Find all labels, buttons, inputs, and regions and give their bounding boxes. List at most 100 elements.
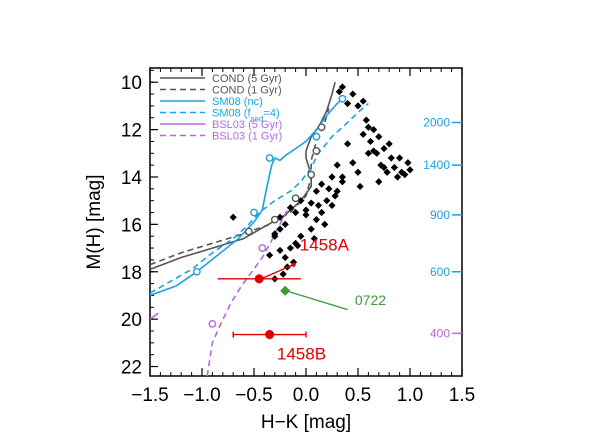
data-point <box>396 154 404 162</box>
legend-label: COND (1 Gyr) <box>212 85 282 97</box>
data-point <box>294 242 302 250</box>
right-axis-labels-group: 2000 1400 900 600 400 <box>423 115 462 340</box>
data-point <box>362 116 370 124</box>
data-point <box>229 213 237 221</box>
series-line <box>206 209 289 376</box>
data-point <box>364 123 372 131</box>
data-point <box>310 234 318 243</box>
data-point <box>302 211 310 219</box>
y-tick-label: 12 <box>121 121 142 142</box>
object-1458a-leader <box>262 264 294 279</box>
legend-label: SM08 (fsed=4) <box>212 108 280 124</box>
data-point <box>266 251 274 259</box>
y-tick-label: 22 <box>121 358 142 379</box>
right-axis-label: 1400 <box>423 158 450 172</box>
data-point <box>312 216 320 224</box>
legend-label: BSL03 (5 Gyr) <box>212 119 282 131</box>
data-point <box>318 208 326 217</box>
plot-frame <box>149 67 463 377</box>
object-0722-label: 0722 <box>355 292 386 308</box>
data-point <box>276 225 284 233</box>
model-marker <box>317 123 326 132</box>
right-axis-label: 2000 <box>423 115 450 129</box>
data-point <box>328 201 336 210</box>
legend-label: BSL03 (1 Gyr) <box>212 131 282 143</box>
data-point <box>279 270 287 278</box>
series-line <box>150 312 159 320</box>
model-marker <box>250 208 258 217</box>
model-marker <box>312 132 321 141</box>
data-point <box>387 154 395 162</box>
data-point <box>314 201 323 210</box>
data-point <box>338 173 346 181</box>
model-marker <box>270 215 279 224</box>
data-point <box>312 187 320 195</box>
model-marker <box>192 267 201 276</box>
data-point <box>393 173 402 181</box>
object-1458a-leader-end <box>291 262 296 267</box>
data-point <box>375 178 383 186</box>
data-point <box>338 178 346 186</box>
data-point <box>286 244 294 252</box>
model-marker <box>312 147 321 155</box>
data-point <box>271 232 279 240</box>
data-point <box>323 197 331 205</box>
data-point <box>281 253 289 262</box>
data-point <box>373 149 381 157</box>
series-line <box>150 81 336 271</box>
data-point <box>401 171 409 179</box>
model-marker <box>291 194 300 203</box>
legend-label: SM08 (nc) <box>212 96 263 108</box>
axes-group <box>149 67 463 377</box>
x-axis-title: H−K [mag] <box>261 412 351 433</box>
y-tick-label: 14 <box>121 168 143 189</box>
data-point <box>370 147 378 155</box>
data-point <box>333 161 341 169</box>
data-point <box>276 246 284 255</box>
open-markers-group <box>192 94 347 328</box>
x-tick-label: 0.5 <box>345 385 371 406</box>
x-tick-label: 1.5 <box>449 385 475 406</box>
y-tick-label: 20 <box>121 310 142 331</box>
model-marker <box>265 154 274 162</box>
x-tick-label: −0.5 <box>235 385 273 406</box>
data-point <box>364 149 372 157</box>
data-point <box>366 137 375 146</box>
data-point <box>404 159 412 167</box>
data-point <box>297 232 305 240</box>
data-point <box>349 159 357 167</box>
object-1458a-point <box>254 274 264 284</box>
data-point <box>354 102 362 110</box>
data-point <box>390 163 398 172</box>
model-marker <box>307 170 316 179</box>
data-point <box>321 220 329 228</box>
objects-group: 1458A 1458B 0722 <box>217 235 386 363</box>
y-tick-label: 16 <box>121 215 142 236</box>
data-point <box>307 225 315 233</box>
y-tick-label: 18 <box>121 263 142 284</box>
data-point <box>349 90 357 98</box>
data-point <box>318 180 326 188</box>
data-point <box>344 99 352 108</box>
data-point <box>292 208 300 217</box>
model-marker <box>338 94 347 103</box>
data-point <box>286 204 294 212</box>
model-marker <box>244 227 253 236</box>
model-marker <box>258 244 267 252</box>
data-point <box>385 140 393 148</box>
legend-label-suffix: =4) <box>263 108 279 120</box>
legend-group: COND (5 Gyr)COND (1 Gyr)SM08 (nc)SM08 (f… <box>160 73 282 143</box>
x-tick-label: −1.0 <box>183 385 221 406</box>
x-tick-label: 1.0 <box>397 385 423 406</box>
data-point <box>325 185 333 193</box>
data-point <box>344 140 352 148</box>
tick-labels-group: −1.5 −1.0 −0.5 0.0 0.5 1.0 1.5 10 12 14 16 18 20 22 <box>121 73 475 406</box>
data-point <box>328 173 336 181</box>
data-point <box>359 130 367 138</box>
object-0722-leader <box>289 291 348 311</box>
data-point <box>359 97 367 105</box>
legend-label-subscript: sed <box>251 114 264 123</box>
data-point <box>281 220 289 228</box>
object-0722-point <box>280 285 291 296</box>
